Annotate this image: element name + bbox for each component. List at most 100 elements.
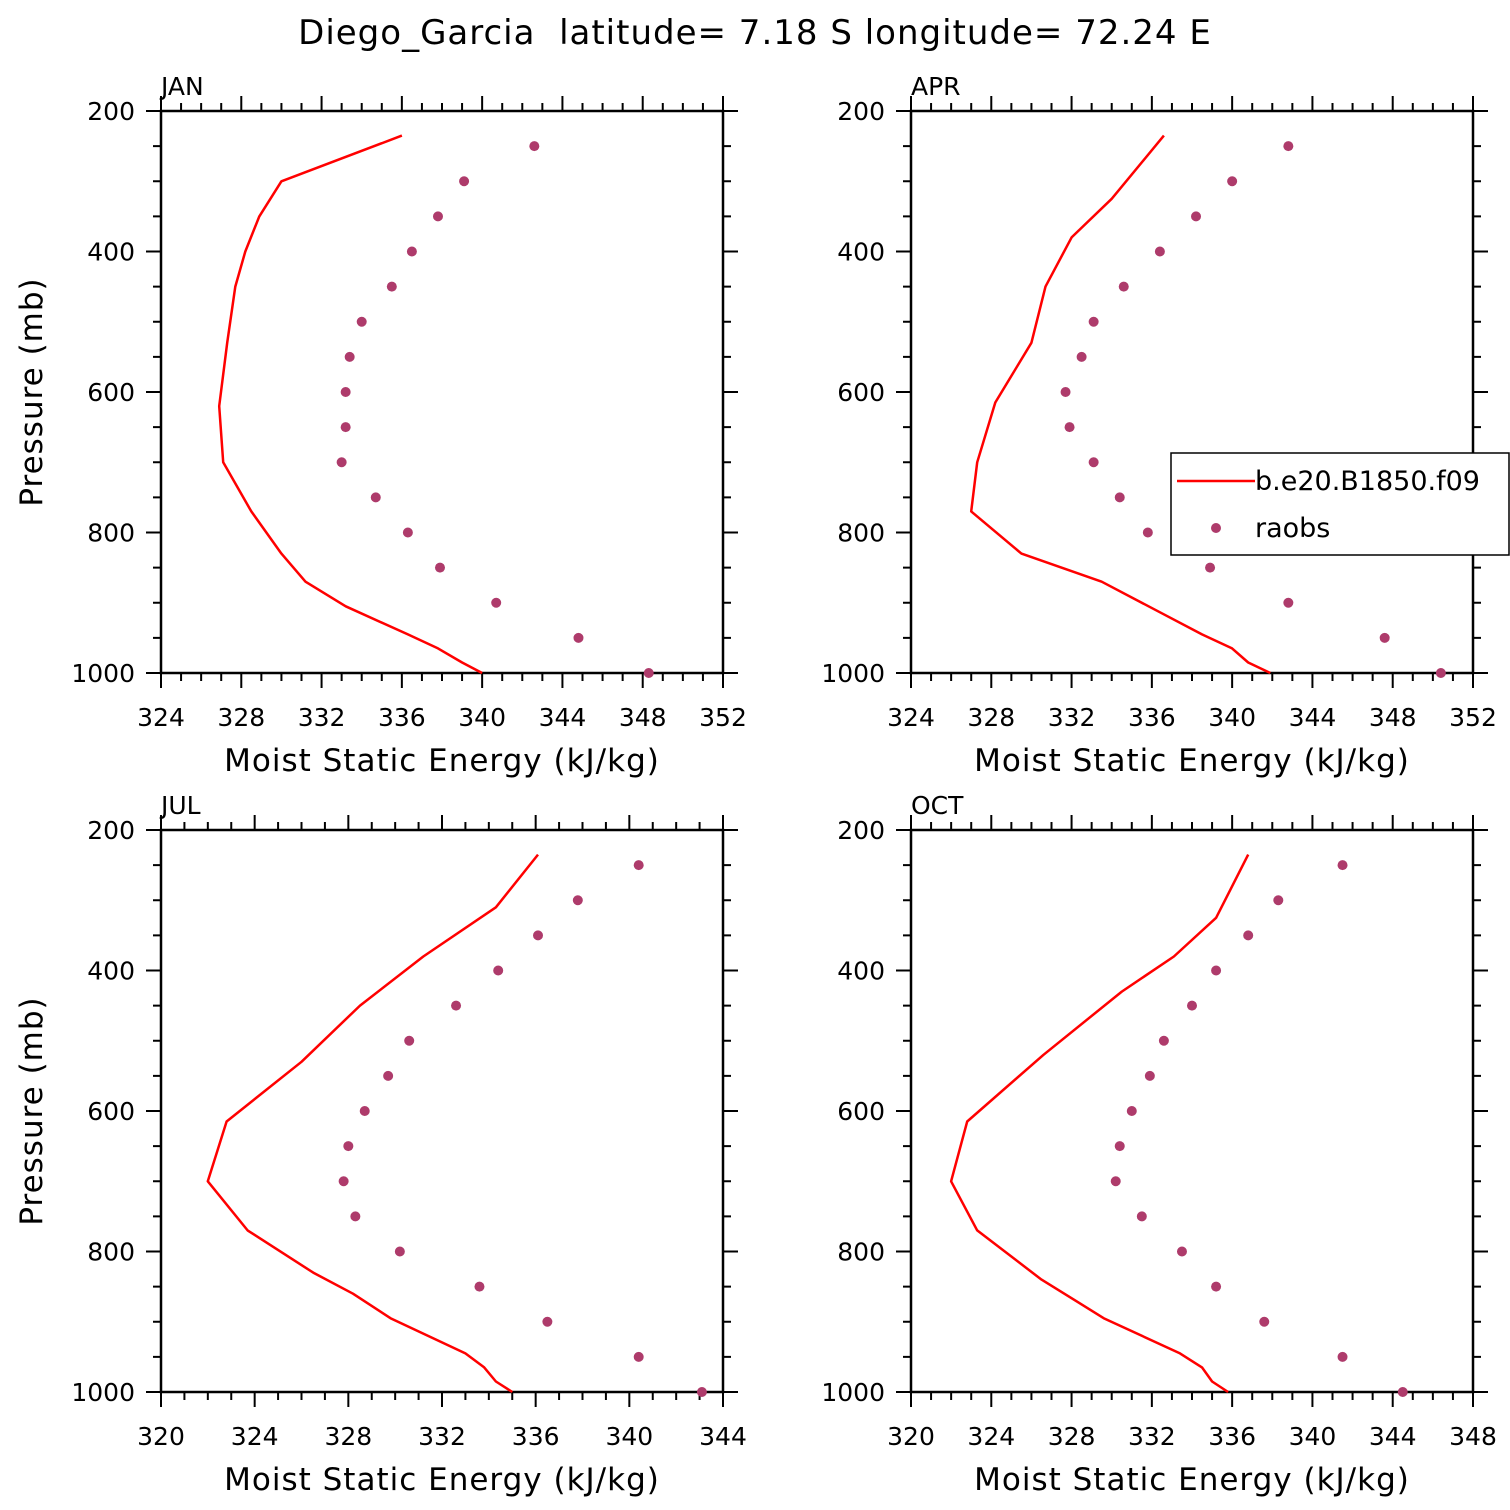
raobs-point <box>1283 597 1294 608</box>
raobs-point <box>1136 1211 1147 1222</box>
y-tick-label: 600 <box>837 378 885 407</box>
y-tick-label: 200 <box>87 97 135 126</box>
x-tick-label: 328 <box>217 703 265 732</box>
raobs-point <box>1114 1141 1125 1152</box>
raobs-point <box>383 1070 394 1081</box>
raobs-point <box>1379 632 1390 643</box>
x-tick-label: 336 <box>378 703 426 732</box>
x-tick-label: 348 <box>1449 1422 1497 1451</box>
x-tick-label: 328 <box>324 1422 372 1451</box>
raobs-point <box>633 860 644 871</box>
raobs-point <box>1144 1070 1155 1081</box>
x-tick-label: 324 <box>967 1422 1015 1451</box>
raobs-point <box>432 211 443 222</box>
raobs-point <box>1076 351 1087 362</box>
y-axis-title: Pressure (mb) <box>14 996 50 1225</box>
x-tick-label: 328 <box>967 703 1015 732</box>
raobs-point <box>1337 1351 1348 1362</box>
raobs-point <box>340 387 351 397</box>
x-tick-label: 328 <box>1048 1422 1096 1451</box>
x-tick-label: 332 <box>1048 703 1096 732</box>
x-tick-label: 336 <box>512 1422 560 1451</box>
x-tick-label: 324 <box>887 703 935 732</box>
panel-title: APR <box>911 72 961 101</box>
raobs-point <box>386 281 397 292</box>
y-tick-label: 600 <box>837 1097 885 1126</box>
raobs-point <box>451 1000 462 1011</box>
x-tick-label: 332 <box>418 1422 466 1451</box>
raobs-point <box>340 422 351 433</box>
raobs-point <box>1088 457 1099 468</box>
y-tick-label: 200 <box>87 816 135 845</box>
raobs-point <box>336 457 347 468</box>
raobs-point <box>1142 527 1153 538</box>
raobs-point <box>1243 930 1254 941</box>
y-tick-label: 400 <box>87 238 135 267</box>
raobs-point <box>533 930 544 941</box>
raobs-point <box>343 1141 354 1152</box>
raobs-point <box>1211 1281 1222 1292</box>
raobs-point <box>370 492 381 503</box>
raobs-point <box>1088 316 1099 327</box>
x-tick-label: 348 <box>1369 703 1417 732</box>
figure-title: Diego_Garcia latitude= 7.18 S longitude=… <box>298 13 1212 53</box>
x-tick-label: 344 <box>1369 1422 1417 1451</box>
raobs-point <box>1227 176 1238 187</box>
y-tick-label: 400 <box>837 238 885 267</box>
panel-title: JUL <box>159 791 201 820</box>
legend-label: raobs <box>1255 513 1330 544</box>
x-tick-label: 332 <box>1128 1422 1176 1451</box>
plot-frame <box>909 109 1475 675</box>
raobs-point <box>344 351 355 362</box>
x-tick-label: 332 <box>298 703 346 732</box>
raobs-point <box>1397 1387 1408 1397</box>
raobs-point <box>573 632 584 643</box>
y-tick-label: 200 <box>837 816 885 845</box>
x-tick-label: 352 <box>1449 703 1497 732</box>
raobs-point <box>356 316 367 327</box>
x-tick-label: 348 <box>619 703 667 732</box>
raobs-point <box>359 1106 370 1116</box>
legend: b.e20.B1850.f09 raobs <box>1170 452 1510 556</box>
x-tick-label: 336 <box>1208 1422 1256 1451</box>
raobs-point <box>1205 562 1216 573</box>
raobs-point <box>1064 422 1075 433</box>
raobs-point <box>1259 1316 1270 1327</box>
raobs-point <box>696 1387 707 1397</box>
y-tick-label: 1000 <box>821 659 885 688</box>
x-tick-label: 340 <box>605 1422 653 1451</box>
raobs-point <box>1126 1106 1137 1116</box>
y-tick-label: 1000 <box>821 1378 885 1407</box>
panel-title: OCT <box>911 791 964 820</box>
raobs-point <box>542 1316 553 1327</box>
y-tick-label: 800 <box>837 519 885 548</box>
x-tick-label: 340 <box>1208 703 1256 732</box>
raobs-point <box>1283 141 1294 152</box>
raobs-point <box>394 1246 405 1257</box>
y-tick-label: 600 <box>87 378 135 407</box>
x-tick-label: 320 <box>887 1422 935 1451</box>
model-profile-line <box>217 134 483 675</box>
y-tick-label: 800 <box>837 1238 885 1267</box>
raobs-point <box>1191 211 1202 222</box>
raobs-point <box>1114 492 1125 503</box>
y-tick-label: 800 <box>87 519 135 548</box>
raobs-point <box>1211 965 1222 976</box>
raobs-point <box>1154 246 1165 257</box>
x-tick-label: 340 <box>1289 1422 1337 1451</box>
model-profile-line <box>969 134 1271 675</box>
raobs-point <box>493 965 504 976</box>
raobs-point <box>643 668 654 678</box>
raobs-point <box>1273 895 1284 906</box>
x-tick-label: 344 <box>699 1422 747 1451</box>
y-tick-label: 600 <box>87 1097 135 1126</box>
raobs-point <box>404 1035 415 1046</box>
x-axis-title: Moist Static Energy (kJ/kg) <box>224 1462 660 1498</box>
x-tick-label: 344 <box>1289 703 1337 732</box>
raobs-point <box>1337 860 1348 871</box>
y-tick-label: 1000 <box>71 1378 135 1407</box>
legend-box <box>1170 452 1510 556</box>
